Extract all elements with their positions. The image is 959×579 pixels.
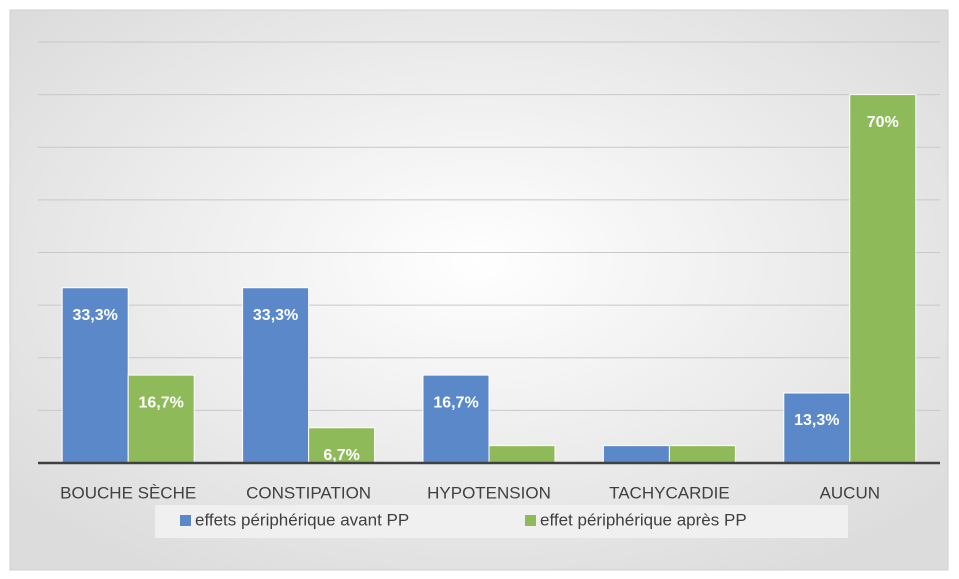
data-label: 16,7% bbox=[433, 394, 478, 411]
bar bbox=[127, 374, 195, 463]
bar bbox=[849, 94, 917, 463]
bar bbox=[783, 392, 851, 463]
bar bbox=[488, 445, 556, 463]
x-tick-label: HYPOTENSION bbox=[427, 483, 551, 502]
bar bbox=[61, 287, 129, 463]
bar bbox=[422, 374, 490, 463]
x-tick-label: TACHYCARDIE bbox=[609, 483, 730, 502]
x-tick-label: BOUCHE SÈCHE bbox=[60, 483, 196, 502]
legend-background bbox=[155, 505, 848, 538]
bar bbox=[668, 445, 736, 463]
legend-swatch bbox=[180, 515, 191, 526]
legend-label: effet périphérique après PP bbox=[540, 510, 747, 529]
data-label: 70% bbox=[867, 114, 899, 131]
bar bbox=[308, 427, 376, 463]
bar bbox=[602, 445, 670, 463]
data-label: 33,3% bbox=[253, 307, 298, 324]
data-label: 6,7% bbox=[323, 447, 359, 464]
data-label: 16,7% bbox=[139, 394, 184, 411]
data-label: 33,3% bbox=[73, 307, 118, 324]
data-label: 13,3% bbox=[794, 412, 839, 429]
legend-label: effets périphérique avant PP bbox=[195, 510, 409, 529]
x-tick-label: AUCUN bbox=[820, 483, 880, 502]
legend-swatch bbox=[525, 515, 536, 526]
chart-background bbox=[9, 9, 949, 571]
bar bbox=[242, 287, 310, 463]
x-tick-label: CONSTIPATION bbox=[246, 483, 371, 502]
